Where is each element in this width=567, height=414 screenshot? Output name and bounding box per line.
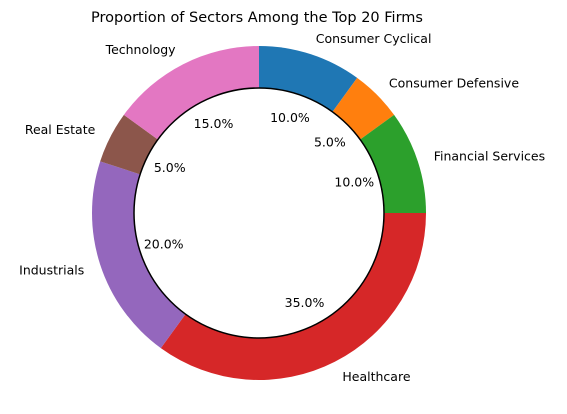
slice-label-financial-services: Financial Services [434,149,545,164]
slice-percent-consumer-defensive: 5.0% [314,135,346,150]
chart-title: Proportion of Sectors Among the Top 20 F… [91,10,423,26]
slice-labels: Consumer Cyclical Consumer Defensive Finan… [19,31,545,384]
slice-label-healthcare: Healthcare [342,369,410,384]
slice-label-real-estate: Real Estate [25,122,96,137]
slice-percent-financial-services: 10.0% [334,175,374,190]
center-hole [133,87,385,339]
slice-percent-real-estate: 5.0% [154,160,186,175]
slice-percent-industrials: 20.0% [144,236,184,251]
slice-label-consumer-cyclical: Consumer Cyclical [316,31,432,46]
slice-label-technology: Technology [105,42,177,57]
slice-percent-consumer-cyclical: 10.0% [270,110,310,125]
slice-percent-healthcare: 35.0% [285,295,325,310]
slice-label-consumer-defensive: Consumer Defensive [389,76,519,91]
slice-label-industrials: Industrials [19,262,84,277]
slice-percent-technology: 15.0% [194,116,234,131]
slice-percent-labels: 10.0% 5.0% 10.0% 35.0% 20.0% 5.0% 15.0% [144,110,374,310]
